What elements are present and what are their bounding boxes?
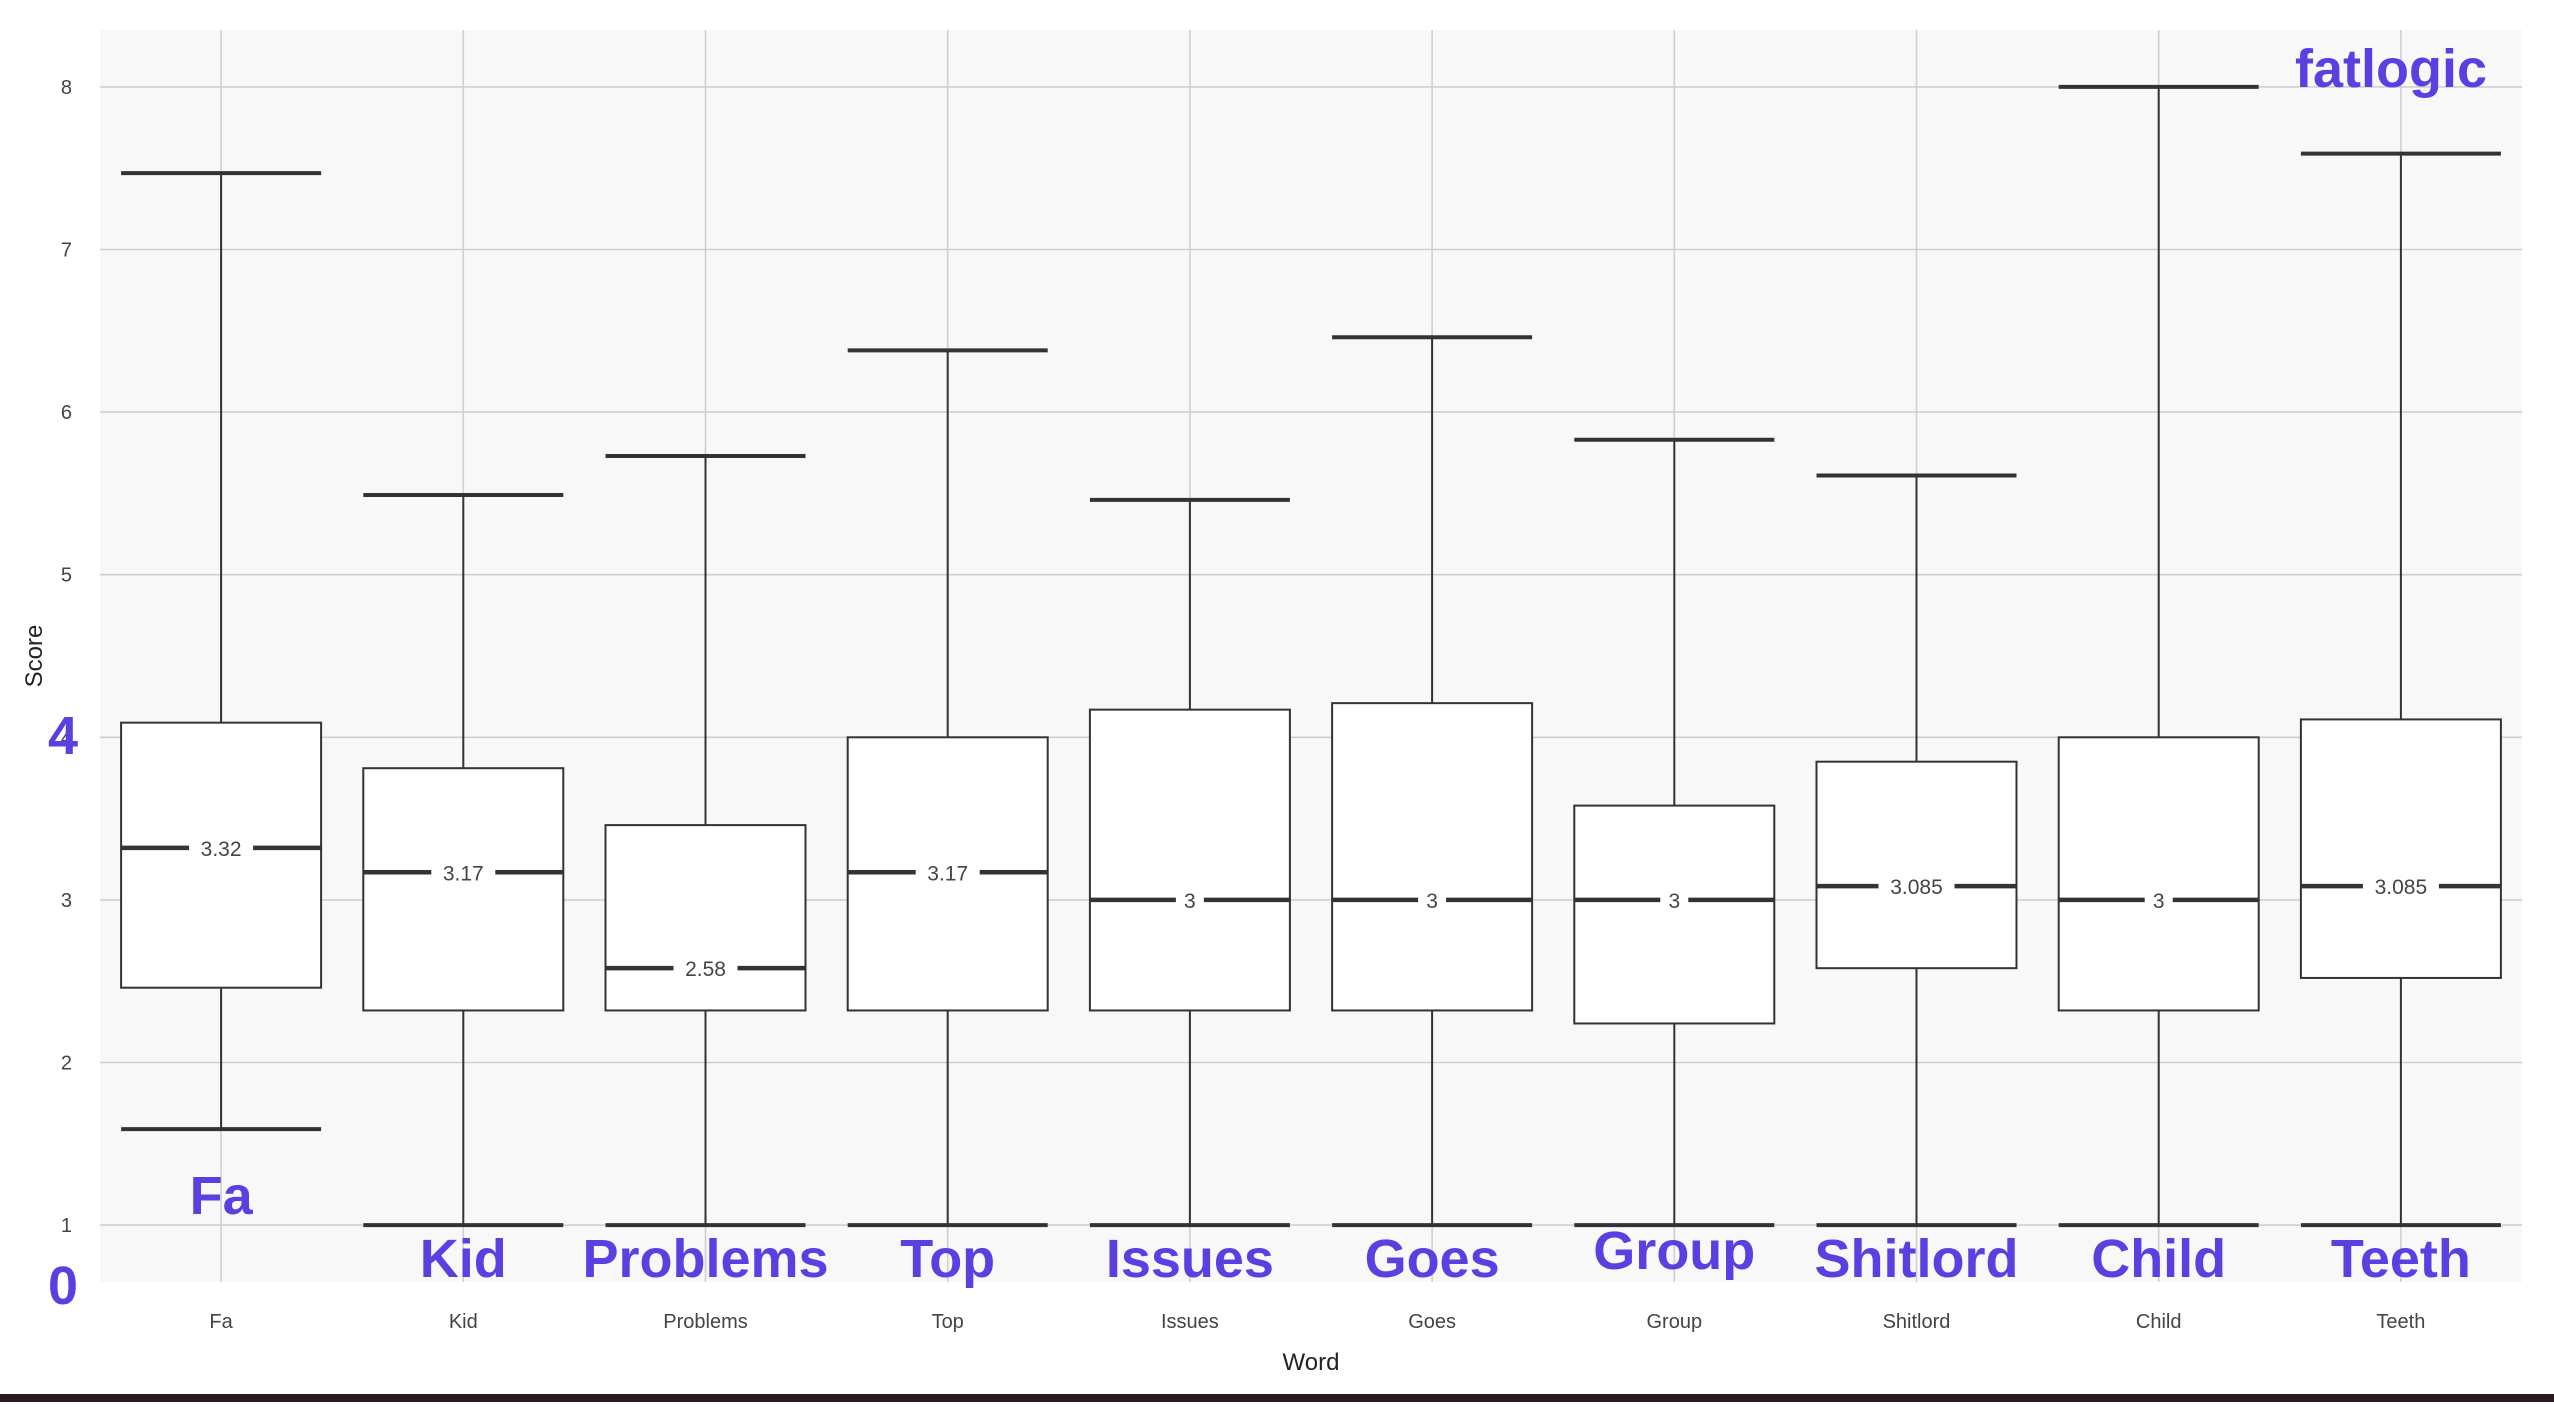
median-label: 3 (2153, 890, 2165, 913)
median-label-bg (431, 858, 496, 887)
iqr-box (1331, 702, 1534, 1012)
word-label-annotation: Top (900, 1229, 996, 1289)
median-label-bg (2144, 885, 2173, 914)
axis-mark-annotation-0: 0 (48, 1256, 79, 1316)
x-tick-label: Goes (1408, 1311, 1456, 1333)
median-label: 3.17 (443, 862, 484, 885)
x-tick-label: Teeth (2376, 1311, 2425, 1333)
median-label: 2.58 (685, 958, 726, 981)
x-tick-label: Group (1647, 1311, 1703, 1333)
axis-mark-annotation-4: 4 (48, 706, 79, 767)
y-tick-label: 1 (61, 1215, 72, 1237)
median-label: 3.32 (201, 838, 242, 861)
y-tick-label: 4 (61, 727, 72, 749)
x-axis-title: Word (1283, 1349, 1340, 1376)
median-label-bg (1878, 872, 1955, 901)
word-label-annotation: Goes (1364, 1229, 1500, 1289)
median-label: 3.17 (927, 862, 968, 885)
x-tick-label: Shitlord (1883, 1311, 1951, 1333)
window-bottom-edge (0, 1394, 2554, 1402)
word-label-annotation: Issues (1105, 1229, 1274, 1289)
plot-panel (100, 30, 2522, 1282)
median-label-bg (2362, 872, 2439, 901)
y-tick-label: 3 (61, 890, 72, 912)
iqr-box (1815, 760, 2018, 970)
median-label: 3.085 (1890, 876, 1943, 899)
median-label-bg (1175, 885, 1204, 914)
iqr-box (1573, 804, 1776, 1025)
iqr-box (604, 824, 807, 1012)
word-label-annotation: Teeth (2330, 1229, 2471, 1289)
iqr-box (1088, 708, 1291, 1012)
x-tick-label: Fa (209, 1311, 233, 1333)
x-tick-label: Issues (1161, 1311, 1219, 1333)
word-label-annotation: Child (2091, 1229, 2227, 1289)
median-label: 3 (1668, 890, 1680, 913)
median-label-bg (915, 858, 980, 887)
median-label-bg (189, 833, 254, 862)
x-tick-label: Top (932, 1311, 964, 1333)
word-label-annotation: Group (1593, 1221, 1756, 1281)
median-label: 3 (1184, 890, 1196, 913)
y-tick-label: 8 (61, 77, 72, 99)
y-tick-label: 6 (61, 402, 72, 424)
median-label: 3 (1426, 890, 1438, 913)
median-label-bg (1418, 885, 1447, 914)
word-label-annotation: Shitlord (1814, 1229, 2019, 1289)
y-axis-title: Score (21, 625, 48, 688)
median-label: 3.085 (2375, 876, 2428, 899)
fatlogic-annotation: fatlogic (2295, 39, 2488, 99)
iqr-box (2057, 736, 2260, 1012)
x-tick-label: Kid (449, 1311, 478, 1333)
x-tick-label: Child (2136, 1311, 2182, 1333)
median-label-bg (1660, 885, 1689, 914)
iqr-box (2299, 718, 2502, 979)
y-tick-label: 5 (61, 565, 72, 587)
median-label-bg (673, 954, 738, 983)
word-label-annotation: Kid (419, 1229, 507, 1289)
word-label-annotation: Fa (189, 1166, 253, 1226)
iqr-box (362, 767, 565, 1012)
y-tick-label: 7 (61, 240, 72, 262)
word-label-annotation: Problems (582, 1229, 829, 1289)
y-tick-label: 2 (61, 1052, 72, 1074)
x-tick-label: Problems (663, 1311, 747, 1333)
